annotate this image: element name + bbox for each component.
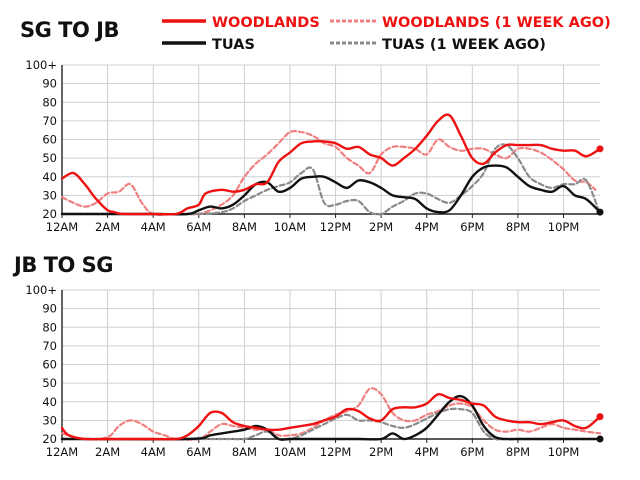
- y-tick-label: 70: [42, 114, 57, 128]
- series-line-woodlands: [60, 392, 602, 441]
- series-line-tuas-1-week-ago: [60, 407, 602, 441]
- series-line-tuas: [60, 394, 602, 441]
- chart-title-sg-to-jb: SG TO JB: [20, 18, 119, 42]
- series-line-woodlands: [60, 113, 602, 216]
- x-tick-label: 12PM: [320, 220, 352, 234]
- series-line-tuas: [60, 164, 602, 216]
- y-tick-label: 40: [42, 170, 57, 184]
- x-tick-label: 4PM: [415, 220, 439, 234]
- series-line-woodlands-1-week-ago: [60, 129, 597, 216]
- x-tick-label: 6AM: [186, 220, 211, 234]
- y-tick-label: 90: [42, 302, 57, 316]
- x-tick-label: 8PM: [506, 445, 530, 459]
- legend-label-tuas-1-week-ago: TUAS (1 WEEK AGO): [382, 37, 546, 53]
- y-tick-label: 60: [42, 358, 57, 372]
- y-tick-label: 20: [42, 207, 57, 221]
- x-tick-label: 4AM: [141, 445, 166, 459]
- x-tick-label: 6PM: [460, 220, 484, 234]
- x-tick-label: 10PM: [548, 220, 580, 234]
- x-tick-label: 2AM: [95, 445, 120, 459]
- y-tick-label: 60: [42, 133, 57, 147]
- y-tick-label: 70: [42, 339, 57, 353]
- series-line-woodlands-1-week-ago: [60, 387, 602, 441]
- legend-item-tuas[interactable]: TUAS: [162, 37, 255, 53]
- y-tick-label: 80: [42, 95, 57, 109]
- end-marker-tuas: [596, 435, 604, 443]
- y-tick-label: 100+: [25, 58, 57, 72]
- legend: WOODLANDS WOODLANDS (1 WEEK AGO) TUAS TU…: [162, 15, 611, 53]
- x-tick-label: 2PM: [369, 220, 393, 234]
- legend-label-tuas: TUAS: [212, 37, 255, 53]
- y-tick-label: 50: [42, 376, 57, 390]
- x-tick-label: 4AM: [141, 220, 166, 234]
- y-tick-label: 100+: [25, 283, 57, 297]
- x-tick-label: 12PM: [320, 445, 352, 459]
- legend-label-woodlands: WOODLANDS: [212, 15, 320, 31]
- x-tick-label: 10AM: [274, 220, 306, 234]
- x-tick-label: 8PM: [506, 220, 530, 234]
- x-tick-label: 12AM: [46, 445, 78, 459]
- y-tick-label: 80: [42, 320, 57, 334]
- x-tick-label: 4PM: [415, 445, 439, 459]
- legend-item-woodlands-1-week-ago[interactable]: WOODLANDS (1 WEEK AGO): [330, 15, 611, 31]
- end-marker-woodlands: [596, 413, 604, 421]
- end-marker-tuas: [596, 208, 604, 216]
- chart-title-jb-to-sg: JB TO SG: [12, 253, 113, 277]
- y-tick-label: 30: [42, 413, 57, 427]
- legend-label-woodlands-1-week-ago: WOODLANDS (1 WEEK AGO): [382, 15, 611, 31]
- end-marker-woodlands: [596, 145, 604, 153]
- y-tick-label: 90: [42, 77, 57, 91]
- x-tick-label: 12AM: [46, 220, 78, 234]
- y-tick-label: 50: [42, 151, 57, 165]
- x-tick-label: 2PM: [369, 445, 393, 459]
- x-tick-label: 10AM: [274, 445, 306, 459]
- x-tick-label: 8AM: [232, 220, 257, 234]
- legend-item-woodlands[interactable]: WOODLANDS: [162, 15, 320, 31]
- x-tick-label: 8AM: [232, 445, 257, 459]
- x-tick-label: 10PM: [548, 445, 580, 459]
- y-tick-label: 40: [42, 395, 57, 409]
- y-tick-label: 30: [42, 188, 57, 202]
- x-tick-label: 6AM: [186, 445, 211, 459]
- legend-item-tuas-1-week-ago[interactable]: TUAS (1 WEEK AGO): [330, 37, 546, 53]
- y-tick-label: 20: [42, 432, 57, 446]
- x-tick-label: 6PM: [460, 445, 484, 459]
- series-line-tuas-1-week-ago: [60, 143, 602, 216]
- x-tick-label: 2AM: [95, 220, 120, 234]
